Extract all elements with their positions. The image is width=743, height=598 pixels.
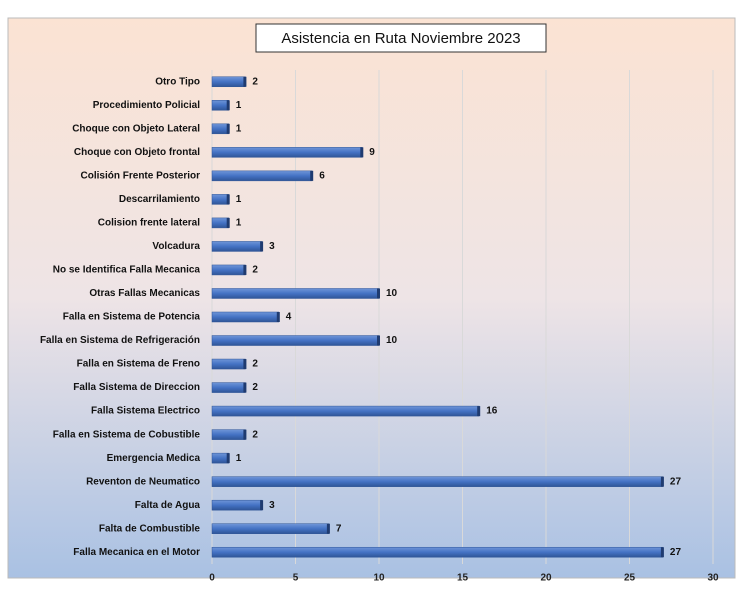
- bar: [211, 288, 380, 299]
- bar-side: [226, 100, 230, 111]
- y-tick-label: Reventon de Neumatico: [86, 476, 200, 487]
- y-tick-label: Otras Fallas Mecanicas: [89, 288, 200, 299]
- bar-side: [477, 406, 481, 417]
- bar: [211, 335, 380, 346]
- bar: [211, 311, 280, 323]
- bar: [211, 382, 246, 393]
- bar: [211, 147, 363, 158]
- bar-side: [260, 500, 264, 511]
- value-label: 1: [236, 194, 242, 205]
- y-tick-label: Choque con Objeto frontal: [74, 147, 200, 158]
- x-tick-label: 0: [209, 573, 215, 584]
- bar-side: [310, 170, 314, 181]
- y-tick-label: Falta de Combustible: [99, 523, 201, 534]
- bar: [211, 358, 246, 370]
- bar-side: [260, 241, 264, 252]
- y-tick-label: Falla Sistema de Direccion: [73, 382, 200, 393]
- y-tick-label: Falla Sistema Electrico: [91, 406, 200, 417]
- bar: [211, 429, 246, 440]
- value-label: 1: [236, 100, 242, 111]
- bar: [211, 123, 229, 135]
- bar: [211, 217, 229, 229]
- x-tick-label: 20: [540, 573, 552, 584]
- value-label: 3: [269, 500, 275, 511]
- bar-side: [243, 429, 247, 440]
- value-label: 9: [369, 147, 375, 158]
- x-tick-label: 30: [707, 573, 719, 584]
- bar: [211, 194, 229, 205]
- bar: [211, 452, 229, 464]
- y-tick-label: Otro Tipo: [155, 76, 200, 87]
- bar: [211, 76, 246, 88]
- y-tick-label: No se Identifica Falla Mecanica: [53, 265, 201, 276]
- value-label: 1: [236, 123, 242, 134]
- bar-side: [243, 76, 247, 87]
- chart-title: Asistencia en Ruta Noviembre 2023: [281, 30, 520, 47]
- value-label: 1: [236, 453, 242, 464]
- bar-side: [226, 453, 230, 464]
- value-label: 6: [319, 170, 325, 181]
- bar-side: [326, 523, 330, 534]
- y-tick-label: Falla en Sistema de Refrigeración: [40, 335, 200, 346]
- value-label: 16: [486, 406, 498, 417]
- value-label: 7: [336, 523, 342, 534]
- bar: [211, 546, 664, 558]
- value-label: 10: [386, 335, 398, 346]
- value-label: 2: [252, 76, 258, 87]
- bar: [211, 523, 330, 534]
- value-label: 2: [252, 359, 258, 370]
- bar-side: [243, 382, 247, 393]
- y-tick-label: Colisión Frente Posterior: [81, 170, 201, 181]
- bar: [211, 100, 229, 111]
- y-tick-label: Emergencia Medica: [107, 453, 201, 464]
- bar-side: [660, 476, 664, 487]
- value-label: 1: [236, 218, 242, 229]
- value-label: 27: [670, 476, 682, 487]
- y-tick-label: Falla en Sistema de Cobustible: [53, 429, 201, 440]
- y-tick-label: Falla en Sistema de Freno: [77, 359, 200, 370]
- value-label: 10: [386, 288, 398, 299]
- bar-side: [243, 359, 247, 370]
- bar-side: [226, 123, 230, 134]
- bar-side: [243, 264, 247, 275]
- bar: [211, 405, 480, 417]
- value-label: 3: [269, 241, 275, 252]
- bar-side: [226, 217, 230, 228]
- y-tick-label: Procedimiento Policial: [93, 100, 200, 111]
- bar-side: [360, 147, 364, 158]
- bar-side: [226, 194, 230, 205]
- bar: [211, 499, 263, 511]
- value-label: 2: [252, 382, 258, 393]
- bar: [211, 264, 246, 276]
- y-tick-label: Falla en Sistema de Potencia: [63, 312, 201, 323]
- x-tick-label: 10: [373, 573, 385, 584]
- y-tick-label: Colision frente lateral: [98, 218, 200, 229]
- x-tick-label: 5: [293, 573, 299, 584]
- value-label: 4: [286, 312, 292, 323]
- bar-side: [377, 288, 380, 299]
- value-label: 2: [252, 265, 258, 276]
- bar: [211, 476, 664, 487]
- y-tick-label: Descarrilamiento: [119, 194, 200, 205]
- x-tick-label: 15: [457, 573, 469, 584]
- y-tick-label: Choque con Objeto Lateral: [72, 123, 200, 134]
- bar: [211, 170, 313, 182]
- y-tick-label: Volcadura: [152, 241, 200, 252]
- title-box: [255, 23, 547, 53]
- value-label: 2: [252, 429, 258, 440]
- bar: [211, 241, 263, 252]
- value-label: 27: [670, 547, 682, 558]
- y-tick-label: Falta de Agua: [135, 500, 201, 511]
- bar-side: [660, 547, 664, 558]
- x-tick-label: 25: [624, 573, 636, 584]
- y-tick-label: Falla Mecanica en el Motor: [73, 547, 200, 558]
- bar-side: [276, 312, 280, 322]
- bar-side: [377, 335, 380, 346]
